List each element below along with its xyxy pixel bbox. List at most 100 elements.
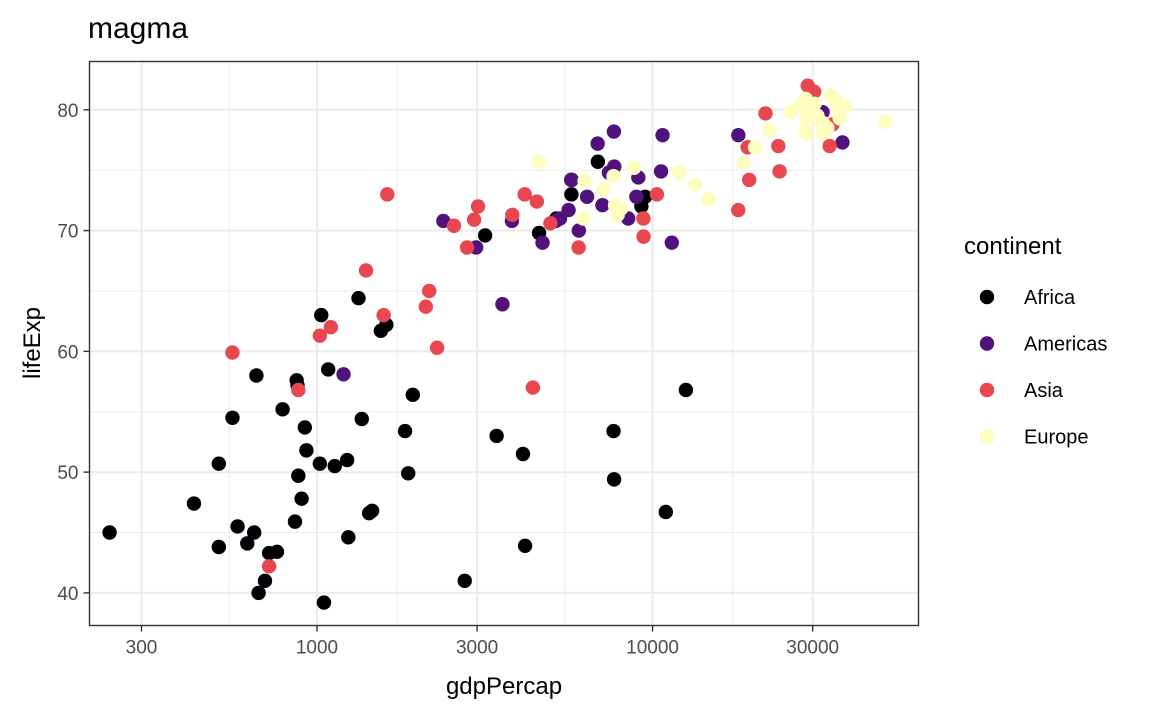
point-asia xyxy=(529,194,545,209)
point-americas xyxy=(629,189,644,204)
point-africa xyxy=(397,423,413,439)
point-africa xyxy=(291,468,306,483)
y-tick-label: 80 xyxy=(57,101,78,122)
point-americas xyxy=(561,202,576,218)
point-europe xyxy=(606,169,621,184)
legend-label-americas: Americas xyxy=(1024,334,1107,356)
point-africa xyxy=(564,187,579,202)
point-africa xyxy=(314,307,329,323)
point-europe xyxy=(701,191,716,207)
point-africa xyxy=(457,573,472,589)
point-africa xyxy=(606,423,621,439)
point-americas xyxy=(731,127,746,143)
point-africa xyxy=(102,525,117,540)
point-europe xyxy=(736,155,752,171)
point-europe xyxy=(804,102,819,118)
point-asia xyxy=(731,202,746,218)
point-africa xyxy=(515,446,531,462)
point-asia xyxy=(505,207,520,223)
point-americas xyxy=(590,136,605,151)
point-africa xyxy=(341,530,356,545)
data-points xyxy=(102,78,893,610)
y-tick-label: 70 xyxy=(57,222,78,243)
point-asia xyxy=(422,283,437,299)
y-axis-title: lifeExp xyxy=(19,307,46,379)
point-americas xyxy=(664,235,679,250)
point-africa xyxy=(186,496,202,511)
legend-key-asia xyxy=(979,382,995,398)
point-europe xyxy=(823,88,838,103)
point-asia xyxy=(225,345,240,360)
point-africa xyxy=(269,544,285,560)
point-asia xyxy=(312,328,328,343)
plot-panel xyxy=(89,61,919,626)
point-europe xyxy=(813,114,828,130)
point-africa xyxy=(405,387,421,403)
point-africa xyxy=(275,402,290,417)
point-asia xyxy=(418,299,433,314)
point-asia xyxy=(380,187,395,202)
point-asia xyxy=(459,240,475,255)
point-africa xyxy=(658,504,673,520)
legend-label-europe: Europe xyxy=(1024,427,1089,449)
point-asia xyxy=(446,218,462,233)
x-tick-label: 300 xyxy=(126,638,158,659)
point-americas xyxy=(579,189,595,204)
point-europe xyxy=(688,177,703,192)
point-asia xyxy=(466,212,482,227)
point-africa xyxy=(225,410,240,425)
point-americas xyxy=(563,172,579,188)
point-americas xyxy=(595,198,610,213)
legend-label-asia: Asia xyxy=(1024,380,1064,402)
point-africa xyxy=(678,382,694,398)
point-americas xyxy=(655,127,670,143)
point-asia xyxy=(636,229,651,244)
point-africa xyxy=(364,503,380,518)
x-tick-label: 1000 xyxy=(296,638,338,659)
point-europe xyxy=(832,102,847,118)
point-africa xyxy=(400,466,416,481)
point-europe xyxy=(596,182,611,197)
point-europe xyxy=(671,165,687,180)
point-asia xyxy=(543,216,558,231)
point-africa xyxy=(251,585,266,601)
point-europe xyxy=(878,114,893,130)
y-tick-label: 50 xyxy=(57,463,78,484)
x-tick-label: 10000 xyxy=(626,638,679,659)
point-africa xyxy=(294,491,309,506)
point-africa xyxy=(354,411,369,427)
point-americas xyxy=(653,164,669,179)
point-asia xyxy=(771,138,786,154)
point-africa xyxy=(351,291,366,306)
point-asia xyxy=(429,340,445,355)
point-americas xyxy=(571,223,587,238)
point-africa xyxy=(339,452,355,468)
point-americas xyxy=(336,367,351,382)
point-europe xyxy=(799,126,814,142)
point-europe xyxy=(531,154,547,169)
point-asia xyxy=(525,380,541,395)
point-asia xyxy=(470,199,486,214)
point-europe xyxy=(577,173,592,189)
legend-label-africa: Africa xyxy=(1024,287,1076,309)
point-asia xyxy=(376,307,391,323)
point-africa xyxy=(517,538,533,553)
y-tick-label: 40 xyxy=(57,584,78,605)
point-africa xyxy=(287,514,303,529)
point-africa xyxy=(316,595,332,610)
legend-key-europe xyxy=(979,429,995,444)
point-asia xyxy=(261,559,277,574)
point-asia xyxy=(291,382,306,398)
point-africa xyxy=(489,428,504,444)
point-asia xyxy=(649,187,665,202)
point-europe xyxy=(762,123,777,138)
point-europe xyxy=(613,201,629,217)
point-asia xyxy=(636,211,651,226)
point-africa xyxy=(230,519,245,534)
point-africa xyxy=(299,443,314,458)
x-tick-label: 3000 xyxy=(456,638,498,659)
minor-gridlines xyxy=(89,61,919,626)
point-americas xyxy=(835,135,850,150)
point-asia xyxy=(571,240,586,255)
